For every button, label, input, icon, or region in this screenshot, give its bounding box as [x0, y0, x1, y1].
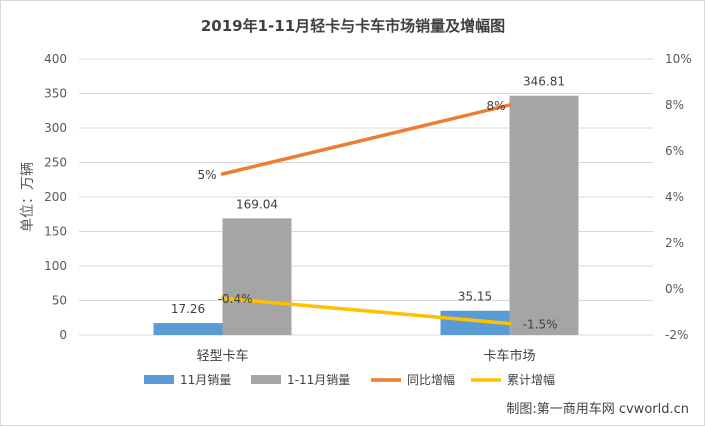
line-data-label: 5%: [197, 168, 216, 182]
bar-data-label: 346.81: [523, 75, 565, 89]
legend-swatch: [144, 375, 174, 384]
legend-label: 累计增幅: [507, 372, 555, 387]
bar-data-label: 35.15: [458, 290, 492, 304]
y2-tick-label: 4%: [665, 190, 684, 204]
bar: [153, 323, 223, 335]
gridlines: [79, 58, 653, 336]
series-line: [220, 296, 512, 326]
y-tick-label: 400: [44, 52, 67, 66]
lines: [220, 103, 512, 326]
legend-label: 1-11月销量: [287, 373, 350, 387]
y2-tick-label: -2%: [665, 328, 688, 342]
bars: [153, 95, 579, 335]
y-tick-label: 300: [44, 121, 67, 135]
data-labels: 17.26 35.15 169.04 346.81 5% 8% -0.4% -1.5%: [171, 75, 565, 332]
y-tick-label: 50: [52, 294, 67, 308]
legend-swatch: [251, 375, 281, 384]
y2-tick-label: 0%: [665, 282, 684, 296]
left-axis: 0 50 100 150 200 250 300 350 400: [44, 52, 67, 342]
y-tick-label: 350: [44, 87, 67, 101]
line-data-label: -1.5%: [523, 318, 558, 332]
legend-label: 同比增幅: [407, 372, 455, 387]
y-tick-label: 100: [44, 259, 67, 273]
y2-tick-label: 6%: [665, 144, 684, 158]
line-data-label: -0.4%: [218, 292, 253, 306]
line-data-label: 8%: [486, 99, 505, 113]
bar-data-label: 17.26: [171, 302, 205, 316]
y2-tick-label: 2%: [665, 236, 684, 250]
credit-text: 制图:第一商用车网 cvworld.cn: [506, 401, 689, 417]
bar-data-label: 169.04: [236, 197, 278, 211]
y-tick-label: 0: [59, 328, 67, 342]
series-line: [220, 103, 512, 176]
category-labels: 轻型卡车 卡车市场: [196, 348, 535, 364]
legend-label: 11月销量: [180, 373, 231, 387]
y-axis-label: 单位：万辆: [20, 162, 36, 232]
y2-tick-label: 8%: [665, 98, 684, 112]
right-axis: -2% 0% 2% 4% 6% 8% 10%: [665, 52, 692, 342]
bar: [509, 95, 579, 335]
category-label: 卡车市场: [483, 348, 535, 364]
y-tick-label: 200: [44, 190, 67, 204]
y-tick-label: 150: [44, 225, 67, 239]
bar: [222, 218, 292, 335]
y2-tick-label: 10%: [665, 52, 692, 66]
y-tick-label: 250: [44, 156, 67, 170]
category-label: 轻型卡车: [196, 348, 248, 364]
legend: 11月销量 1-11月销量 同比增幅 累计增幅: [144, 372, 555, 387]
chart-title: 2019年1-11月轻卡与卡车市场销量及增幅图: [201, 17, 505, 35]
